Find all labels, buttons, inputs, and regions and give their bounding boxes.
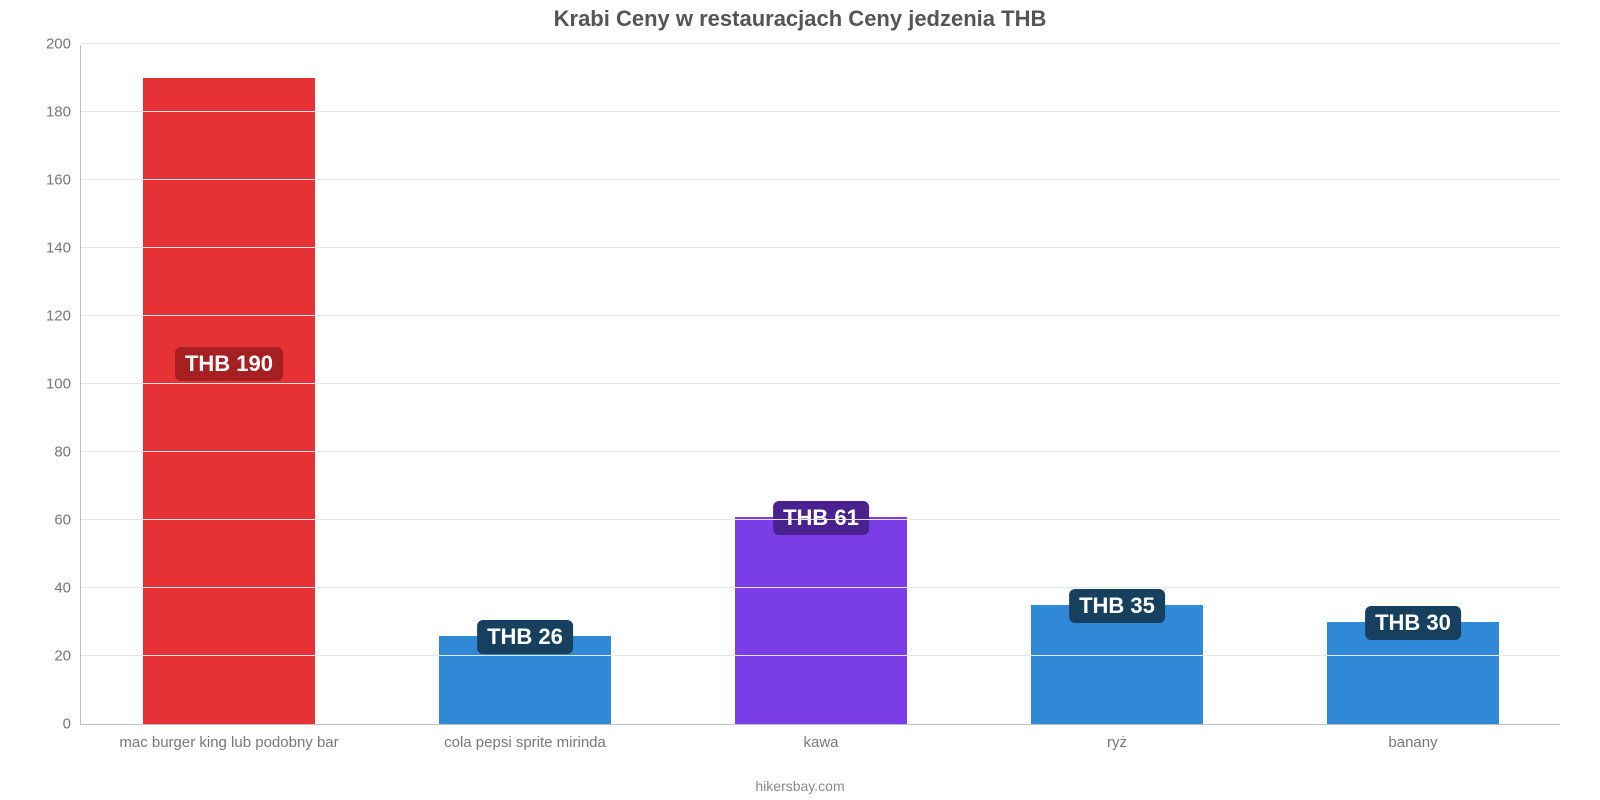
grid-line: [81, 247, 1560, 248]
grid-line: [81, 519, 1560, 520]
ytick-label: 200: [46, 36, 81, 53]
chart-title: Krabi Ceny w restauracjach Ceny jedzenia…: [0, 0, 1600, 32]
grid-line: [81, 587, 1560, 588]
bar-value-badge: THB 26: [477, 620, 573, 654]
grid-line: [81, 655, 1560, 656]
bar: [735, 517, 907, 724]
grid-line: [81, 111, 1560, 112]
price-bar-chart: Krabi Ceny w restauracjach Ceny jedzenia…: [0, 0, 1600, 800]
ytick-label: 160: [46, 172, 81, 189]
ytick-label: 120: [46, 308, 81, 325]
plot-area: THB 190THB 26THB 61THB 35THB 30 02040608…: [80, 45, 1560, 725]
ytick-label: 100: [46, 376, 81, 393]
xtick-label: cola pepsi sprite mirinda: [444, 724, 606, 751]
ytick-label: 80: [54, 444, 81, 461]
ytick-label: 0: [63, 716, 81, 733]
grid-line: [81, 315, 1560, 316]
bar-value-badge: THB 190: [175, 347, 283, 381]
grid-line: [81, 451, 1560, 452]
ytick-label: 60: [54, 512, 81, 529]
xtick-label: kawa: [803, 724, 838, 751]
xtick-label: ryż: [1107, 724, 1127, 751]
ytick-label: 20: [54, 648, 81, 665]
bars-container: THB 190 THB 26 THB 61 THB 35 THB 30: [81, 45, 1560, 724]
bar-value-badge: THB 61: [773, 501, 869, 535]
bar: [143, 78, 315, 724]
attribution-text: hikersbay.com: [755, 778, 844, 794]
ytick-label: 40: [54, 580, 81, 597]
grid-line: [81, 179, 1560, 180]
bar-value-badge: THB 30: [1365, 606, 1461, 640]
ytick-label: 140: [46, 240, 81, 257]
grid-line: [81, 383, 1560, 384]
xtick-label: banany: [1388, 724, 1437, 751]
xtick-label: mac burger king lub podobny bar: [119, 724, 338, 751]
ytick-label: 180: [46, 104, 81, 121]
grid-line: [81, 43, 1560, 44]
bar-value-badge: THB 35: [1069, 589, 1165, 623]
